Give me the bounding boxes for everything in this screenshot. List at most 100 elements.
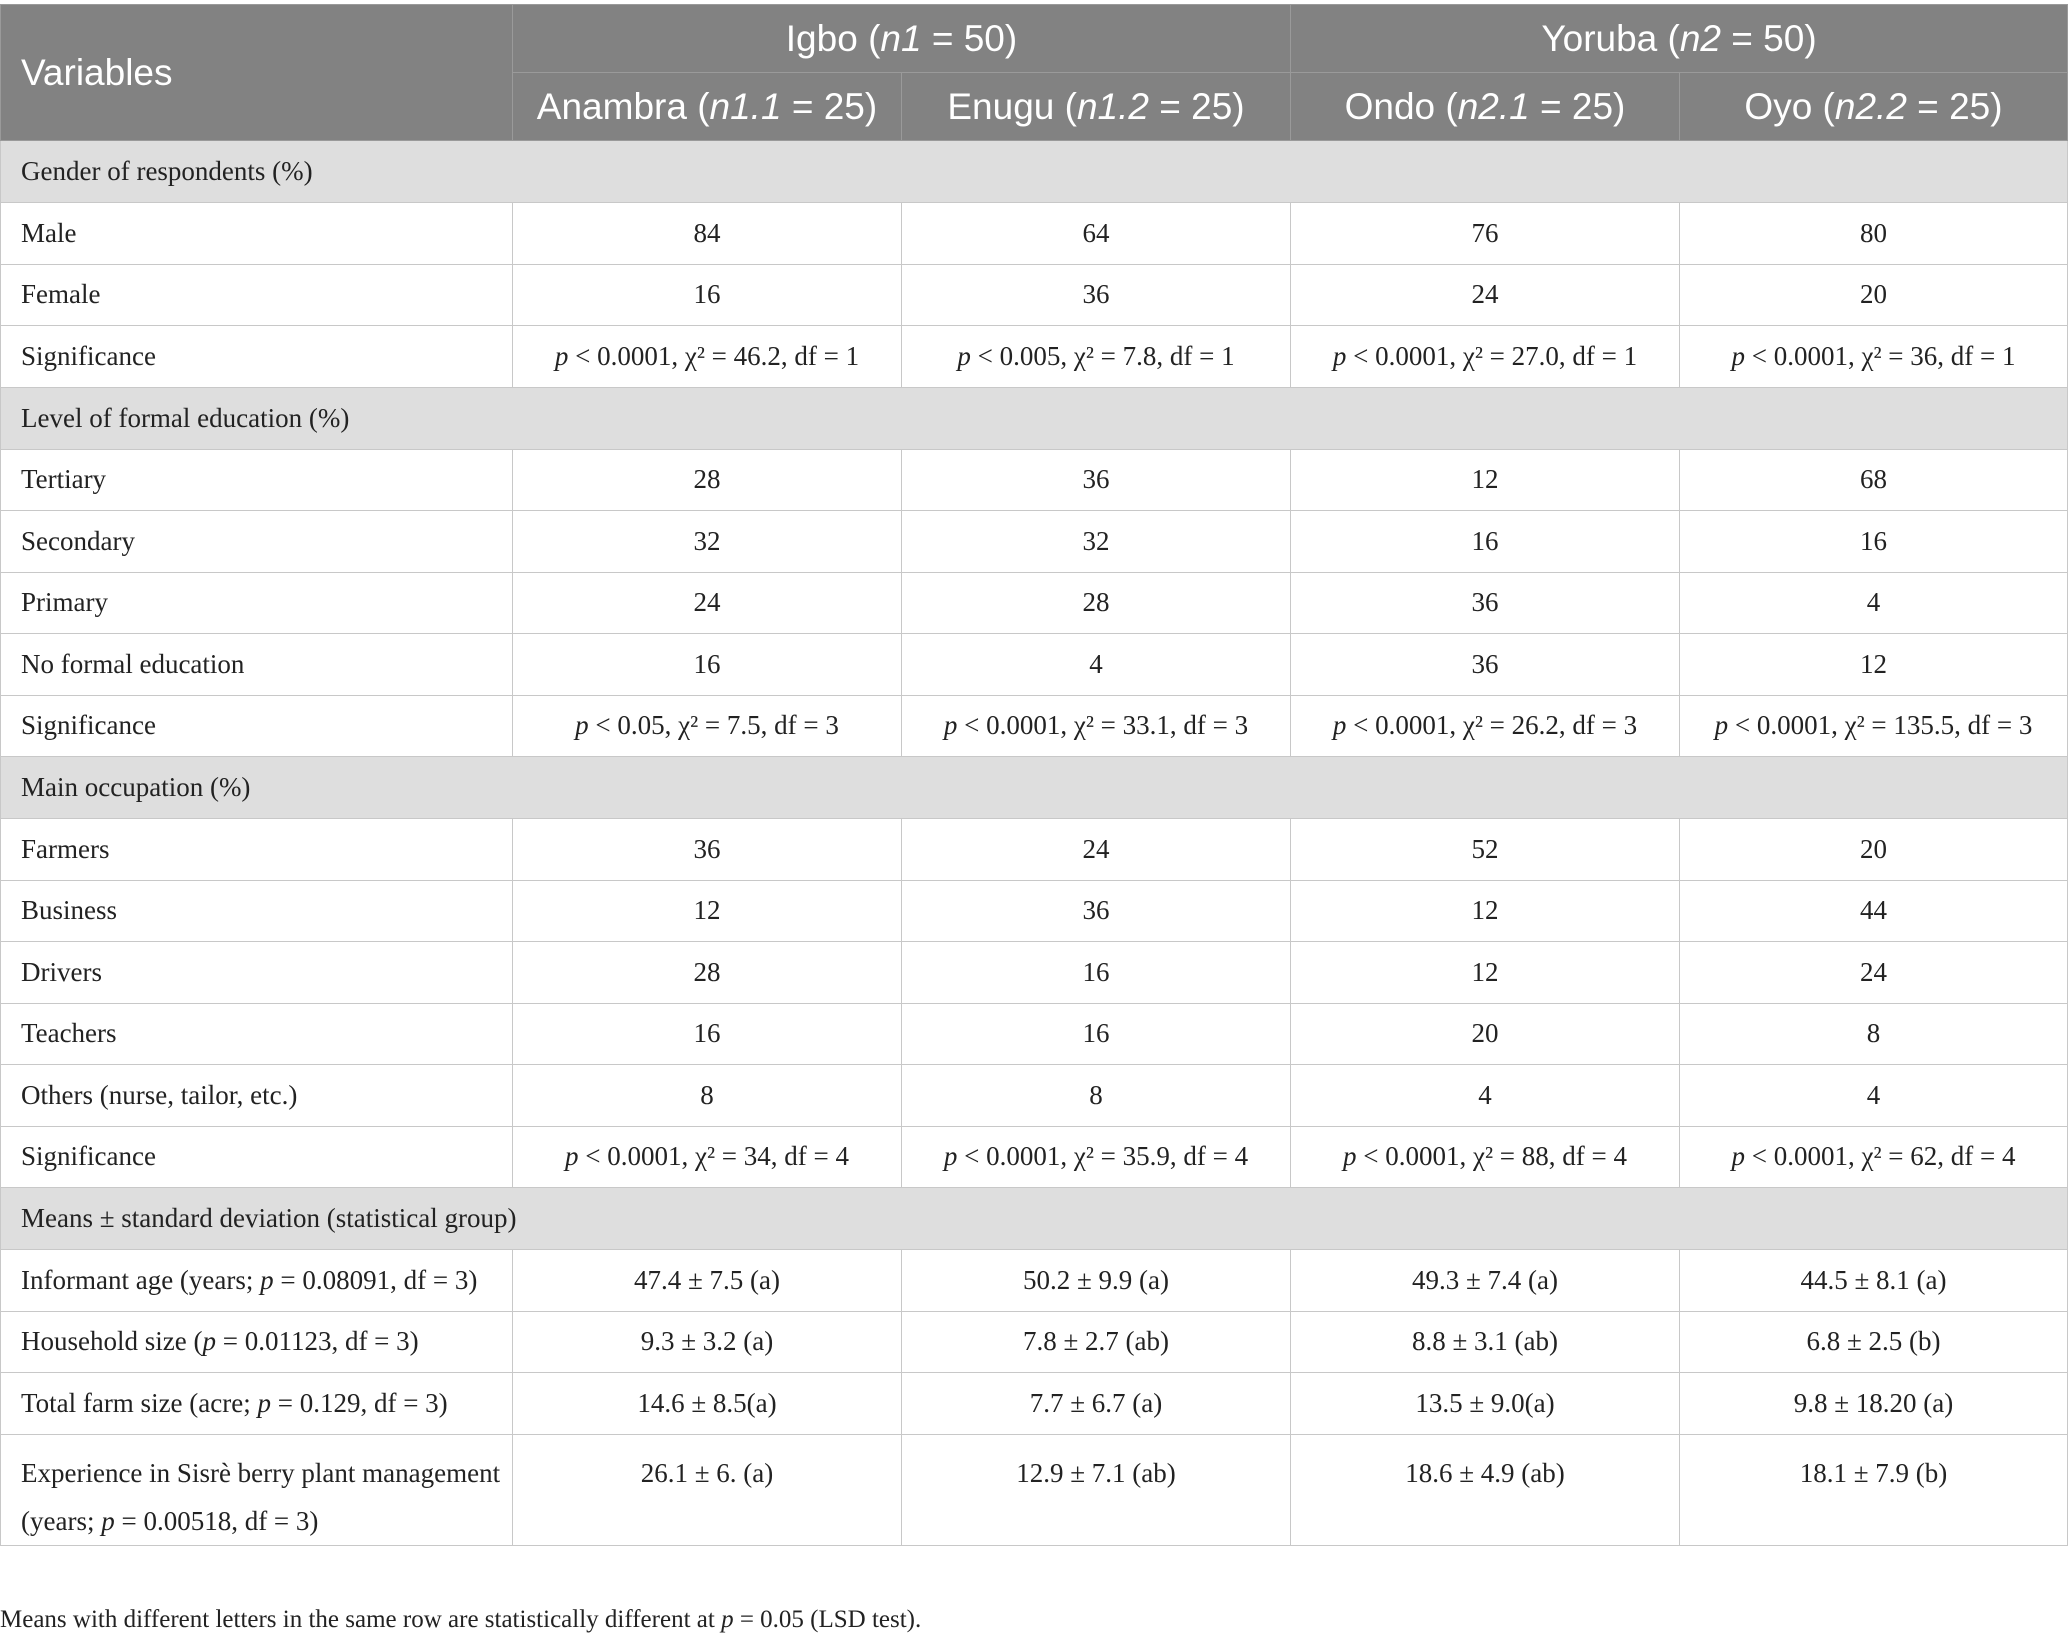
- row-value: 12: [1290, 941, 1680, 1004]
- row-value: 24: [512, 571, 902, 634]
- row-label: Household size (p = 0.01123, df = 3): [0, 1310, 513, 1373]
- table-row: Significance p < 0.0001, χ² = 46.2, df = …: [0, 325, 2068, 388]
- row-value: 24: [1679, 941, 2068, 1004]
- section-header-row: Means ± standard deviation (statistical …: [0, 1187, 2068, 1250]
- row-label: Tertiary: [0, 448, 513, 511]
- row-value: 76: [1290, 202, 1680, 265]
- row-value: 8.8 ± 3.1 (ab): [1290, 1310, 1680, 1373]
- section-title: Gender of respondents (%): [0, 140, 2068, 203]
- row-label: Informant age (years; p = 0.08091, df = …: [0, 1249, 513, 1312]
- header-variables: Variables: [0, 4, 513, 141]
- table-row: Informant age (years; p = 0.08091, df = …: [0, 1249, 2068, 1312]
- table-row: Drivers 28 16 12 24: [0, 941, 2068, 1004]
- table-row: No formal education 16 4 36 12: [0, 633, 2068, 696]
- section-title: Level of formal education (%): [0, 386, 2068, 450]
- header-subgroup-oyo: Oyo (n2.2 = 25): [1679, 72, 2068, 141]
- row-value: 26.1 ± 6. (a): [512, 1433, 902, 1546]
- header-subgroup-anambra: Anambra (n1.1 = 25): [512, 72, 902, 141]
- table-row: Female 16 36 24 20: [0, 263, 2068, 326]
- row-value: 52: [1290, 818, 1680, 881]
- row-value: 36: [1290, 633, 1680, 696]
- row-value: 4: [1679, 571, 2068, 634]
- row-value: 12: [1679, 633, 2068, 696]
- row-value: 12: [512, 879, 902, 942]
- row-label: Significance: [0, 694, 513, 757]
- row-value: 47.4 ± 7.5 (a): [512, 1249, 902, 1312]
- row-value: 16: [512, 1002, 902, 1065]
- row-label: Primary: [0, 571, 513, 634]
- header-subgroup-enugu: Enugu (n1.2 = 25): [901, 72, 1291, 141]
- header-group-yoruba: Yoruba (n2 = 50): [1290, 4, 2068, 73]
- table-body: Gender of respondents (%) Male 84 64 76 80 Fem…: [0, 140, 2068, 1546]
- table-row: Tertiary 28 36 12 68: [0, 448, 2068, 511]
- row-value: 28: [901, 571, 1291, 634]
- row-value: 49.3 ± 7.4 (a): [1290, 1249, 1680, 1312]
- row-value: p < 0.0001, χ² = 62, df = 4: [1679, 1125, 2068, 1188]
- row-value: p < 0.0001, χ² = 26.2, df = 3: [1290, 694, 1680, 757]
- row-value: 8: [1679, 1002, 2068, 1065]
- section-header-row: Main occupation (%): [0, 756, 2068, 819]
- row-value: p < 0.0001, χ² = 135.5, df = 3: [1679, 694, 2068, 757]
- row-value: 4: [901, 633, 1291, 696]
- row-label: Drivers: [0, 941, 513, 1004]
- row-value: 14.6 ± 8.5(a): [512, 1372, 902, 1435]
- row-value: 16: [1679, 510, 2068, 573]
- table-row: Farmers 36 24 52 20: [0, 818, 2068, 881]
- row-value: 44: [1679, 879, 2068, 942]
- row-label: Others (nurse, tailor, etc.): [0, 1064, 513, 1127]
- row-value: 12: [1290, 879, 1680, 942]
- row-value: 4: [1679, 1064, 2068, 1127]
- table-row: Total farm size (acre; p = 0.129, df = 3…: [0, 1372, 2068, 1435]
- row-value: p < 0.05, χ² = 7.5, df = 3: [512, 694, 902, 757]
- row-value: 20: [1679, 263, 2068, 326]
- row-value: 6.8 ± 2.5 (b): [1679, 1310, 2068, 1373]
- row-label: Business: [0, 879, 513, 942]
- row-value: 4: [1290, 1064, 1680, 1127]
- row-value: 20: [1290, 1002, 1680, 1065]
- row-value: 8: [512, 1064, 902, 1127]
- row-value: 7.7 ± 6.7 (a): [901, 1372, 1291, 1435]
- row-value: 32: [512, 510, 902, 573]
- row-value: 16: [512, 263, 902, 326]
- row-value: 12.9 ± 7.1 (ab): [901, 1433, 1291, 1546]
- row-value: 13.5 ± 9.0(a): [1290, 1372, 1680, 1435]
- row-label: Farmers: [0, 818, 513, 881]
- table-row: Household size (p = 0.01123, df = 3) 9.3 …: [0, 1310, 2068, 1373]
- row-label: Total farm size (acre; p = 0.129, df = 3…: [0, 1372, 513, 1435]
- row-value: 36: [901, 448, 1291, 511]
- row-value: p < 0.0001, χ² = 27.0, df = 1: [1290, 325, 1680, 388]
- row-value: 44.5 ± 8.1 (a): [1679, 1249, 2068, 1312]
- table-row: Others (nurse, tailor, etc.) 8 8 4 4: [0, 1064, 2068, 1127]
- row-value: 28: [512, 941, 902, 1004]
- table-row: Teachers 16 16 20 8: [0, 1002, 2068, 1065]
- row-label: Secondary: [0, 510, 513, 573]
- row-value: 8: [901, 1064, 1291, 1127]
- header-subgroup-ondo: Ondo (n2.1 = 25): [1290, 72, 1680, 141]
- row-value: 18.6 ± 4.9 (ab): [1290, 1433, 1680, 1546]
- row-value: 50.2 ± 9.9 (a): [901, 1249, 1291, 1312]
- row-value: 28: [512, 448, 902, 511]
- row-value: p < 0.005, χ² = 7.8, df = 1: [901, 325, 1291, 388]
- row-value: 36: [512, 818, 902, 881]
- header-row-subgroups: Anambra (n1.1 = 25) Enugu (n1.2 = 25) On…: [1, 72, 2068, 141]
- row-value: 32: [901, 510, 1291, 573]
- row-label: Significance: [0, 325, 513, 388]
- row-value: 80: [1679, 202, 2068, 265]
- table-row: Secondary 32 32 16 16: [0, 510, 2068, 573]
- row-label: No formal education: [0, 633, 513, 696]
- row-value: 16: [901, 1002, 1291, 1065]
- row-label: Teachers: [0, 1002, 513, 1065]
- row-value: 36: [901, 263, 1291, 326]
- section-title: Means ± standard deviation (statistical …: [0, 1187, 2068, 1250]
- row-value: 68: [1679, 448, 2068, 511]
- row-value: 16: [512, 633, 902, 696]
- row-value: 64: [901, 202, 1291, 265]
- row-value: 20: [1679, 818, 2068, 881]
- row-value: p < 0.0001, χ² = 33.1, df = 3: [901, 694, 1291, 757]
- row-value: 12: [1290, 448, 1680, 511]
- header-row-groups: Variables Igbo (n1 = 50) Yoruba (n2 = 50…: [0, 4, 2068, 141]
- row-value: 36: [1290, 571, 1680, 634]
- header-group-igbo: Igbo (n1 = 50): [512, 4, 1291, 73]
